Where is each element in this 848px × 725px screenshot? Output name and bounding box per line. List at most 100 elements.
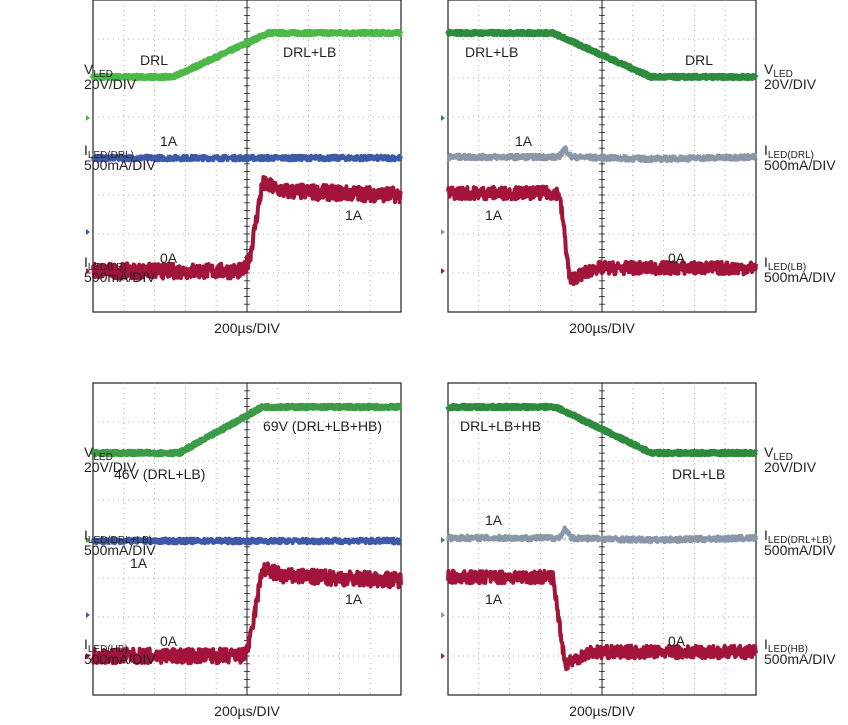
channel-scale: 20V/DIV [84,459,137,475]
channel-marker [86,115,90,121]
channel-scale: 500mA/DIV [84,651,156,667]
trace-annotation: 0A [668,250,686,266]
channel-name: VLED [764,444,816,463]
channel-scale: 500mA/DIV [764,542,836,558]
channel-symbol: V [764,61,774,77]
channel-marker [86,537,90,543]
channel-label: ILED(HB) 500mA/DIV [764,637,836,667]
channel-marker [441,612,445,618]
channel-subscript: LED [773,69,793,80]
trace-led [90,28,404,82]
channel-marker [441,653,445,659]
channel-scale: 500mA/DIV [764,651,836,667]
scope-panel-2 [441,0,759,313]
channel-marker [441,537,445,543]
trace-annotation: 46V (DRL+LB) [114,466,206,482]
trace-led-drl-lb- [91,536,403,546]
channel-symbol: I [764,636,768,652]
channel-marker [86,229,90,235]
channel-name: ILED(DRL) [84,143,156,161]
channel-subscript: LED(HB) [87,644,128,655]
channel-label: VLED 20V/DIV [84,62,136,92]
trace-annotation: 1A [345,591,363,607]
channel-marker [86,653,90,659]
channel-label: ILED(DRL) 500mA/DIV [764,143,836,173]
channel-symbol: V [764,444,774,460]
channel-subscript: LED [773,452,793,463]
channel-scale: 500mA/DIV [84,269,156,285]
trace-annotation: DRL+LB [283,44,337,60]
trace-led-lb- [91,175,403,281]
trace-annotation: 0A [668,633,686,649]
trace-annotation: 1A [485,512,503,528]
channel-marker [441,115,445,121]
channel-name: ILED(LB) [84,254,156,273]
channel-name: ILED(DRL) [764,142,836,161]
channel-marker [86,612,90,618]
trace-led-hb- [91,561,403,666]
channel-scale: 20V/DIV [84,76,137,92]
channel-label: VLED 20V/DIV [84,445,136,475]
trace-annotation: DRL+LB+HB [460,418,541,434]
trace-led-drl-lb- [446,525,758,545]
scope-panel-1 [86,0,404,313]
channel-subscript: LED(DRL) [767,150,815,161]
channel-subscript: LED [93,452,113,463]
channel-name: ILED(DRL+LB) [84,527,156,546]
channel-symbol: I [764,254,768,270]
channel-subscript: LED(DRL+LB) [767,535,833,546]
channel-subscript: LED(LB) [87,262,127,273]
channel-label: ILED(DRL+LB) 500mA/DIV [764,528,836,558]
channel-label: ILED(LB) 500mA/DIV [764,255,836,285]
channel-marker [86,268,90,274]
trace-led-lb- [446,184,758,287]
trace-annotation: DRL+LB [465,44,519,60]
channel-subscript: LED(DRL) [87,150,135,161]
channel-marker [441,229,445,235]
channel-label: ILED(DRL) 500mA/DIV [84,143,156,173]
channel-label: ILED(HB) 500mA/DIV [84,637,156,667]
channel-name: ILED(HB) [764,636,836,655]
channel-label: VLED 20V/DIV [764,62,816,92]
time-scale-label: 200µs/DIV [569,320,635,336]
channel-scale: 20V/DIV [764,76,817,92]
channel-symbol: I [84,636,88,652]
trace-annotation: 1A [485,591,503,607]
channel-scale: 500mA/DIV [764,157,836,173]
channel-subscript: LED(LB) [767,262,807,273]
channel-symbol: I [764,142,768,158]
time-scale-label: 200µs/DIV [569,703,635,719]
trace-led-drl- [91,153,403,163]
channel-name: ILED(HB) [84,636,156,655]
channel-symbol: I [84,254,88,270]
trace-annotation: DRL [140,52,169,68]
channel-scale: 500mA/DIV [764,269,836,285]
trace-annotation: 0A [160,250,178,266]
channel-label: VLED 20V/DIV [764,445,816,475]
channel-subscript: LED(DRL+LB) [87,535,153,546]
trace-led-hb- [446,568,758,672]
trace-led [445,402,759,458]
trace-led-drl- [446,145,758,164]
time-scale-label: 200µs/DIV [214,320,280,336]
trace-annotation: 1A [485,207,503,223]
scope-panel-4 [441,382,759,696]
channel-marker [441,268,445,274]
trace-annotation: 1A [515,133,533,149]
channel-name: VLED [84,445,136,463]
time-scale-label: 200µs/DIV [214,703,280,719]
channel-scale: 500mA/DIV [84,542,156,558]
channel-scale: 500mA/DIV [84,157,156,173]
channel-symbol: I [84,527,88,543]
trace-annotation: DRL [685,52,714,68]
trace-annotation: 1A [130,555,148,571]
channel-label: ILED(LB) 500mA/DIV [84,255,156,285]
channel-name: VLED [764,61,816,80]
channel-scale: 20V/DIV [764,459,817,475]
channel-subscript: LED [93,69,113,80]
channel-name: ILED(DRL+LB) [764,528,836,546]
channel-label: ILED(DRL+LB) 500mA/DIV [84,528,156,558]
channel-name: ILED(LB) [764,254,836,273]
trace-annotation: 69V (DRL+LB+HB) [263,418,383,434]
